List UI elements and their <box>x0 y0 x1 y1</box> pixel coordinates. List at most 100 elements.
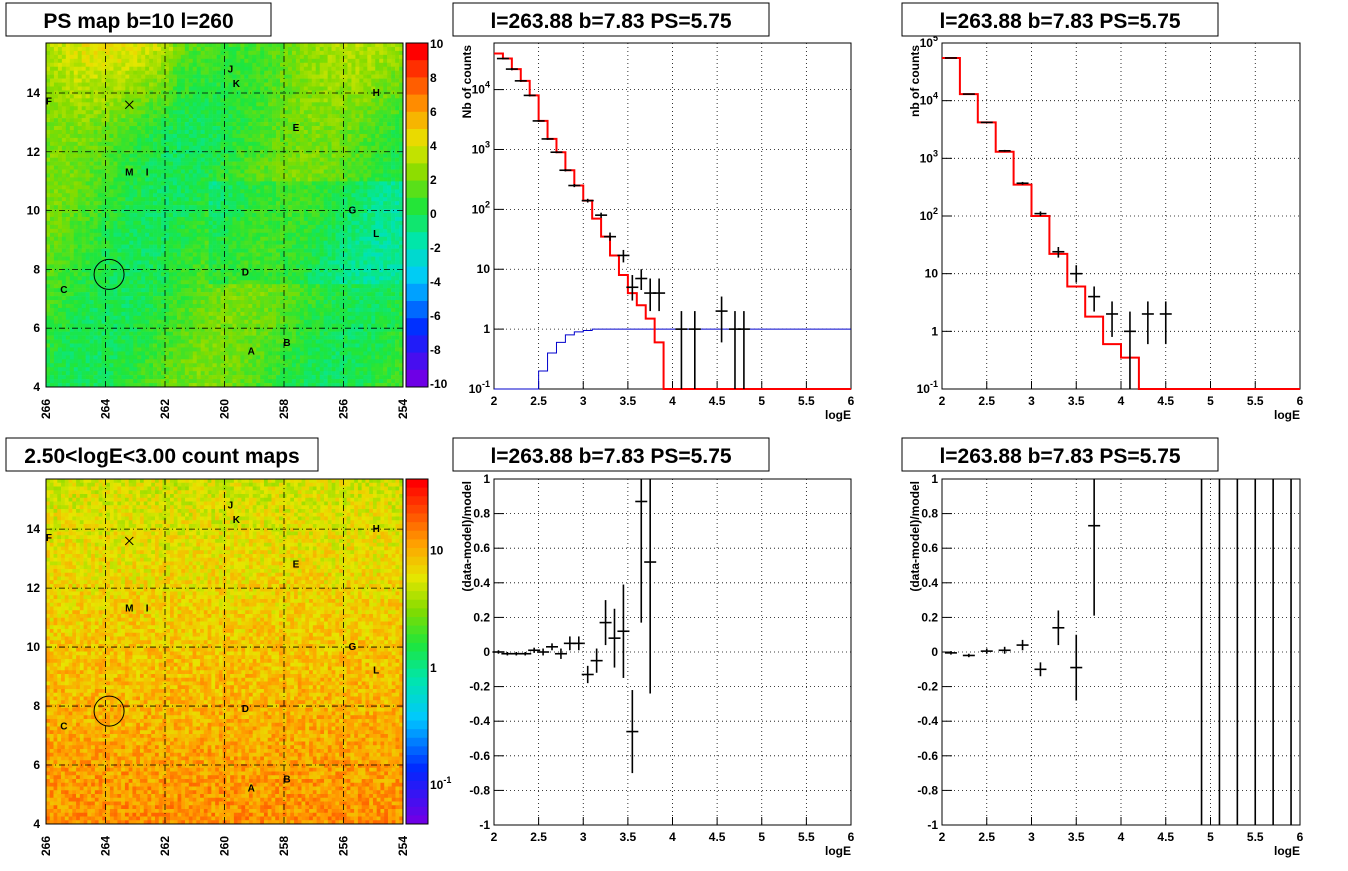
heatmap-cell <box>260 141 265 147</box>
heatmap-cell <box>153 74 158 79</box>
heatmap-cell <box>303 118 309 123</box>
heatmap-cell <box>359 122 364 127</box>
heatmap-cell <box>77 260 82 265</box>
heatmap-cell <box>117 78 122 83</box>
heatmap-cell <box>268 43 273 48</box>
heatmap-cell <box>359 102 364 107</box>
heatmap-cell <box>343 114 348 119</box>
heatmap-cell <box>133 185 138 190</box>
heatmap-cell <box>347 224 352 230</box>
heatmap-cell <box>359 201 364 206</box>
heatmap-cell <box>355 228 360 234</box>
heatmap-cell <box>89 141 94 147</box>
heatmap-cell <box>141 98 146 103</box>
heatmap-cell <box>323 70 328 75</box>
heatmap-cell <box>133 240 138 245</box>
heatmap-cell <box>57 228 63 234</box>
heatmap-cell <box>113 102 118 107</box>
heatmap-cell <box>81 114 86 119</box>
heatmap-cell <box>161 201 166 206</box>
heatmap-cell <box>81 185 86 190</box>
heatmap-cell <box>256 54 261 60</box>
heatmap-cell <box>180 43 186 48</box>
heatmap-cell <box>319 86 324 91</box>
heatmap-cell <box>172 213 178 218</box>
heatmap-cell <box>216 141 221 147</box>
heatmap-cell <box>335 94 340 99</box>
heatmap-cell <box>252 126 257 131</box>
heatmap-cell <box>85 228 90 234</box>
heatmap-cell <box>85 66 90 71</box>
heatmap-cell <box>224 240 229 245</box>
heatmap-cell <box>137 216 142 222</box>
heatmap-cell <box>69 106 75 111</box>
heatmap-cell <box>244 133 249 139</box>
heatmap-cell <box>244 43 249 48</box>
heatmap-cell <box>339 50 344 56</box>
heatmap-cell <box>240 118 245 123</box>
heatmap-cell <box>268 228 273 234</box>
heatmap-cell <box>165 157 170 162</box>
heatmap-cell <box>81 236 86 241</box>
heatmap-cell <box>371 252 376 257</box>
heatmap-cell <box>61 197 67 202</box>
heatmap-cell <box>272 224 277 230</box>
heatmap-cell <box>176 50 182 56</box>
heatmap-cell <box>268 224 273 230</box>
heatmap-cell <box>343 224 348 230</box>
heatmap-cell <box>375 252 380 257</box>
heatmap-cell <box>268 185 273 190</box>
heatmap-cell <box>161 240 166 245</box>
heatmap-cell <box>327 177 332 182</box>
heatmap-cell <box>359 46 364 52</box>
heatmap-cell <box>204 43 209 48</box>
heatmap-cell <box>315 173 320 178</box>
heatmap-cell <box>323 181 328 186</box>
heatmap-cell <box>315 220 320 226</box>
heatmap-cell <box>391 153 396 158</box>
heatmap-cell <box>343 78 348 83</box>
heatmap-cell <box>200 46 205 52</box>
heatmap-cell <box>371 70 376 75</box>
heatmap-cell <box>57 70 63 75</box>
heatmap-cell <box>367 114 372 119</box>
heatmap-cell <box>284 220 289 226</box>
heatmap-cell <box>117 43 122 48</box>
heatmap-cell <box>264 126 269 131</box>
heatmap-cell <box>200 224 205 230</box>
heatmap-cell <box>161 43 166 48</box>
heatmap-cell <box>176 70 182 75</box>
heatmap-cell <box>307 216 313 222</box>
heatmap-cell <box>145 153 150 158</box>
heatmap-cell <box>284 82 289 87</box>
heatmap-cell <box>176 224 182 230</box>
heatmap-cell <box>204 260 209 265</box>
heatmap-cell <box>77 161 82 166</box>
heatmap-cell <box>93 169 98 174</box>
heatmap-cell <box>133 98 138 103</box>
heatmap-cell <box>252 153 257 158</box>
heatmap-cell <box>331 86 336 91</box>
heatmap-cell <box>196 244 201 249</box>
heatmap-cell <box>343 110 348 115</box>
heatmap-cell <box>49 181 55 186</box>
heatmap-cell <box>57 153 63 158</box>
heatmap-cell <box>208 46 213 52</box>
heatmap-cell <box>196 145 201 151</box>
heatmap-cell <box>188 50 194 56</box>
heatmap-cell <box>236 209 241 214</box>
heatmap-cell <box>244 78 249 83</box>
heatmap-cell <box>113 129 118 135</box>
heatmap-cell <box>256 197 261 202</box>
heatmap-cell <box>153 43 158 48</box>
heatmap-cell <box>176 213 182 218</box>
heatmap-cell <box>240 189 245 194</box>
heatmap-cell <box>109 58 114 64</box>
heatmap-cell <box>208 90 213 95</box>
heatmap-cell <box>192 209 198 214</box>
heatmap-cell <box>184 240 190 245</box>
heatmap-cell <box>93 66 98 71</box>
heatmap-cell <box>180 248 186 253</box>
heatmap-cell <box>196 114 201 119</box>
heatmap-cell <box>383 43 388 48</box>
